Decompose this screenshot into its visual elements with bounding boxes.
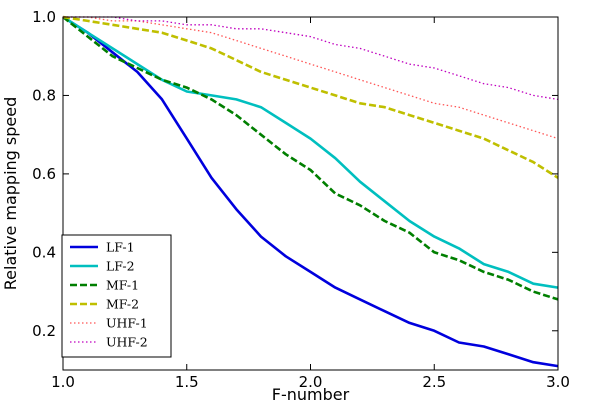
series-line-mf-2: [62, 15, 559, 179]
series-line-lf-2: [62, 15, 559, 289]
legend-label-mf-2: MF-2: [106, 297, 139, 312]
series-line-uhf-2: [63, 16, 559, 101]
x-tick-label: 1.5: [175, 373, 199, 391]
series-line-mf-1: [62, 15, 559, 301]
series-line-uhf-1: [63, 16, 559, 140]
legend-label-uhf-1: UHF-1: [106, 316, 148, 331]
x-tick-label: 2.0: [299, 373, 323, 391]
y-axis-title: Relative mapping speed: [1, 97, 20, 290]
ticks-layer: 1.0 1.5 2.0 2.5 3.0 0.2 0.4 0.6 0.8 1.0: [32, 8, 570, 391]
y-tick-label: 0.2: [32, 322, 56, 340]
legend-label-mf-1: MF-1: [106, 278, 139, 293]
y-tick-label: 0.8: [32, 86, 56, 104]
legend-label-uhf-2: UHF-2: [106, 335, 148, 350]
legend-label-lf-2: LF-2: [106, 259, 135, 274]
legend-label-lf-1: LF-1: [106, 240, 135, 255]
series-line-lf-1: [62, 15, 559, 368]
x-tick-label: 2.5: [422, 373, 446, 391]
series-layer: [62, 15, 559, 368]
x-tick-label: 3.0: [546, 373, 570, 391]
x-tick-label: 1.0: [51, 373, 75, 391]
legend: LF-1 LF-2 MF-1 MF-2 UHF-1 UHF-2: [61, 234, 172, 358]
y-tick-label: 0.6: [32, 165, 56, 183]
y-tick-label: 0.4: [32, 243, 56, 261]
legend-box: [61, 234, 172, 358]
x-axis-title: F-number: [272, 385, 350, 404]
y-tick-label: 1.0: [32, 8, 56, 26]
